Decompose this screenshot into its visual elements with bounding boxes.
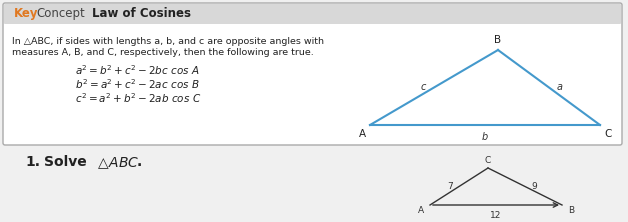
FancyBboxPatch shape [3, 3, 622, 145]
Text: $c^2 = a^2 + b^2 - 2ab\ \mathit{cos}\ C$: $c^2 = a^2 + b^2 - 2ab\ \mathit{cos}\ C$ [75, 91, 202, 105]
Text: B: B [494, 35, 502, 45]
Text: measures A, B, and C, respectively, then the following are true.: measures A, B, and C, respectively, then… [12, 48, 314, 57]
Text: B: B [568, 206, 574, 215]
Text: Solve: Solve [44, 155, 87, 169]
Text: A: A [418, 206, 424, 215]
FancyBboxPatch shape [4, 4, 621, 24]
Text: Concept: Concept [36, 8, 85, 20]
Text: $a^2 = b^2 + c^2 - 2bc\ \mathit{cos}\ A$: $a^2 = b^2 + c^2 - 2bc\ \mathit{cos}\ A$ [75, 63, 200, 77]
Text: .: . [137, 155, 143, 169]
Text: b: b [482, 132, 488, 142]
Text: $\triangle\!\mathit{ABC}$: $\triangle\!\mathit{ABC}$ [95, 155, 139, 171]
Text: $b^2 = a^2 + c^2 - 2ac\ \mathit{cos}\ B$: $b^2 = a^2 + c^2 - 2ac\ \mathit{cos}\ B$ [75, 77, 200, 91]
Text: C: C [485, 156, 491, 165]
Text: 1.: 1. [25, 155, 40, 169]
Text: Key: Key [14, 8, 38, 20]
Text: 7: 7 [447, 182, 453, 191]
Text: C: C [604, 129, 612, 139]
Text: In △ABC, if sides with lengths a, b, and c are opposite angles with: In △ABC, if sides with lengths a, b, and… [12, 37, 324, 46]
Text: 9: 9 [531, 182, 537, 191]
Text: a: a [557, 81, 563, 91]
Text: Law of Cosines: Law of Cosines [92, 8, 191, 20]
Text: 12: 12 [490, 211, 502, 220]
Text: c: c [421, 81, 426, 91]
Text: A: A [359, 129, 365, 139]
